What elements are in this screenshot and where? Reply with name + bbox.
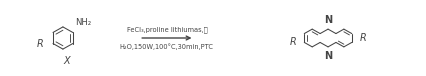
Text: FeCl₃,proline lithiumas,礓: FeCl₃,proline lithiumas,礓: [126, 26, 207, 33]
Text: R: R: [359, 33, 366, 43]
Text: X: X: [63, 56, 70, 66]
Text: N: N: [323, 51, 331, 61]
Text: NH₂: NH₂: [75, 18, 91, 27]
Text: R: R: [289, 37, 296, 47]
Text: R: R: [37, 39, 43, 49]
Text: N: N: [323, 15, 331, 25]
Text: H₂O,150W,100°C,30min,PTC: H₂O,150W,100°C,30min,PTC: [120, 43, 213, 50]
